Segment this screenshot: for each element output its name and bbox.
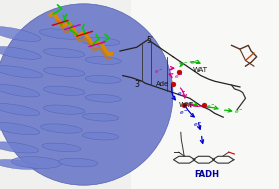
Text: $e^-$: $e^-$ xyxy=(179,61,188,69)
Ellipse shape xyxy=(85,94,121,102)
Text: $e^-$: $e^-$ xyxy=(177,91,186,98)
Ellipse shape xyxy=(0,84,40,97)
Text: $e^-$: $e^-$ xyxy=(179,109,189,117)
Ellipse shape xyxy=(59,158,98,167)
Ellipse shape xyxy=(85,75,121,83)
Ellipse shape xyxy=(82,132,119,140)
Text: WAT: WAT xyxy=(179,102,194,108)
Text: $e^-$: $e^-$ xyxy=(154,68,164,76)
Text: $e^-$: $e^-$ xyxy=(193,121,203,129)
Ellipse shape xyxy=(44,105,85,114)
Ellipse shape xyxy=(0,122,40,135)
Ellipse shape xyxy=(0,4,173,185)
Ellipse shape xyxy=(0,46,41,59)
Ellipse shape xyxy=(44,48,85,58)
Ellipse shape xyxy=(82,113,119,121)
Text: FADH: FADH xyxy=(194,170,219,179)
Text: 3': 3' xyxy=(135,80,142,89)
Bar xyxy=(131,0,279,189)
Text: WAT: WAT xyxy=(193,67,208,73)
Ellipse shape xyxy=(0,27,41,41)
Text: Ade: Ade xyxy=(156,81,169,87)
Text: $e^-$: $e^-$ xyxy=(174,74,183,81)
Text: $e^-$: $e^-$ xyxy=(206,103,215,111)
Ellipse shape xyxy=(42,143,81,152)
Ellipse shape xyxy=(85,57,121,64)
Ellipse shape xyxy=(39,29,83,39)
Ellipse shape xyxy=(0,160,39,169)
Text: $e^-$: $e^-$ xyxy=(191,59,200,67)
Ellipse shape xyxy=(44,67,85,77)
Ellipse shape xyxy=(41,124,82,133)
Text: $e^-$: $e^-$ xyxy=(234,108,243,116)
Ellipse shape xyxy=(0,142,39,153)
Ellipse shape xyxy=(81,37,120,46)
Text: 5': 5' xyxy=(146,36,153,45)
Ellipse shape xyxy=(0,66,43,78)
Ellipse shape xyxy=(11,157,61,168)
Ellipse shape xyxy=(44,86,85,95)
Ellipse shape xyxy=(0,104,40,116)
